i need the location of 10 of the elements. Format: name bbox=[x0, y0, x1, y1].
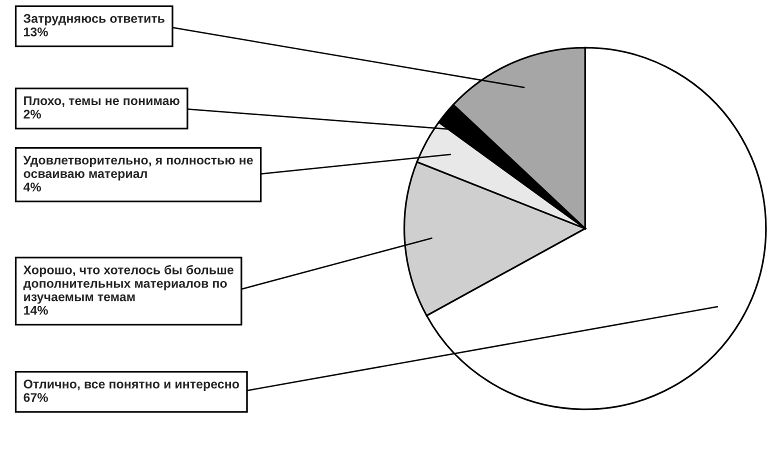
data-label: 67% bbox=[24, 393, 48, 402]
slice-label: Хорошо, что хотелось бы больше дополнительных материалов по изучаемым темам bbox=[23, 265, 234, 304]
slice-label: Отлично, все понятно и интересно bbox=[24, 380, 240, 391]
slice-label: Плохо, темы не понимаю bbox=[24, 96, 180, 107]
data-label: 13% bbox=[24, 28, 48, 36]
data-label: 4% bbox=[23, 182, 41, 192]
slice-label: Удовлетворительно, я полностью не осваиваю материал bbox=[23, 156, 253, 180]
slice-label: Затрудняюсь ответить bbox=[24, 14, 164, 26]
data-label: 2% bbox=[24, 110, 41, 119]
data-label: 14% bbox=[24, 306, 48, 315]
